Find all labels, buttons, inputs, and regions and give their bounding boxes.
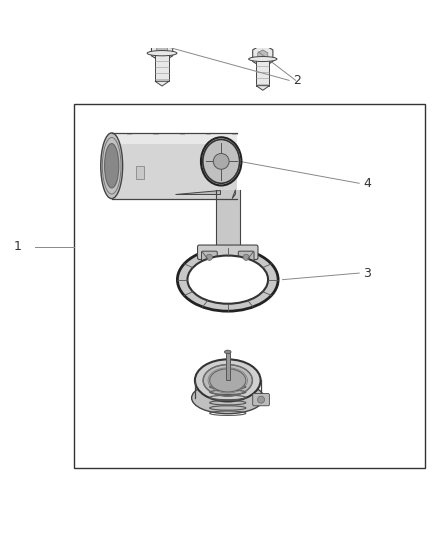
Text: 2: 2: [293, 74, 301, 87]
Text: 3: 3: [364, 266, 371, 280]
FancyBboxPatch shape: [201, 251, 217, 263]
Ellipse shape: [147, 51, 177, 56]
Circle shape: [243, 254, 249, 260]
Bar: [112, 133, 237, 144]
FancyBboxPatch shape: [253, 393, 269, 406]
Bar: [112, 133, 237, 199]
Polygon shape: [258, 50, 268, 61]
Circle shape: [258, 396, 265, 403]
FancyBboxPatch shape: [238, 251, 254, 263]
Bar: [256, 59, 269, 86]
Polygon shape: [253, 44, 273, 67]
Ellipse shape: [187, 255, 268, 304]
Bar: [155, 53, 169, 81]
Ellipse shape: [195, 359, 261, 401]
Bar: [136, 166, 144, 179]
Circle shape: [213, 154, 229, 169]
FancyBboxPatch shape: [198, 245, 258, 260]
Ellipse shape: [210, 369, 246, 392]
Bar: [226, 352, 230, 381]
Ellipse shape: [203, 140, 240, 183]
Polygon shape: [175, 190, 220, 194]
Ellipse shape: [192, 382, 264, 414]
Ellipse shape: [177, 248, 278, 311]
Ellipse shape: [249, 56, 277, 61]
Text: 1: 1: [14, 240, 22, 253]
Polygon shape: [152, 37, 173, 62]
Text: 4: 4: [364, 177, 371, 190]
Bar: [215, 190, 240, 247]
Ellipse shape: [101, 133, 123, 199]
Ellipse shape: [203, 365, 252, 396]
Polygon shape: [232, 190, 236, 199]
Ellipse shape: [225, 350, 231, 354]
Polygon shape: [256, 86, 269, 90]
Ellipse shape: [105, 143, 119, 188]
Polygon shape: [157, 44, 167, 56]
Circle shape: [206, 254, 212, 260]
Bar: [74, 104, 425, 468]
Polygon shape: [155, 81, 169, 86]
